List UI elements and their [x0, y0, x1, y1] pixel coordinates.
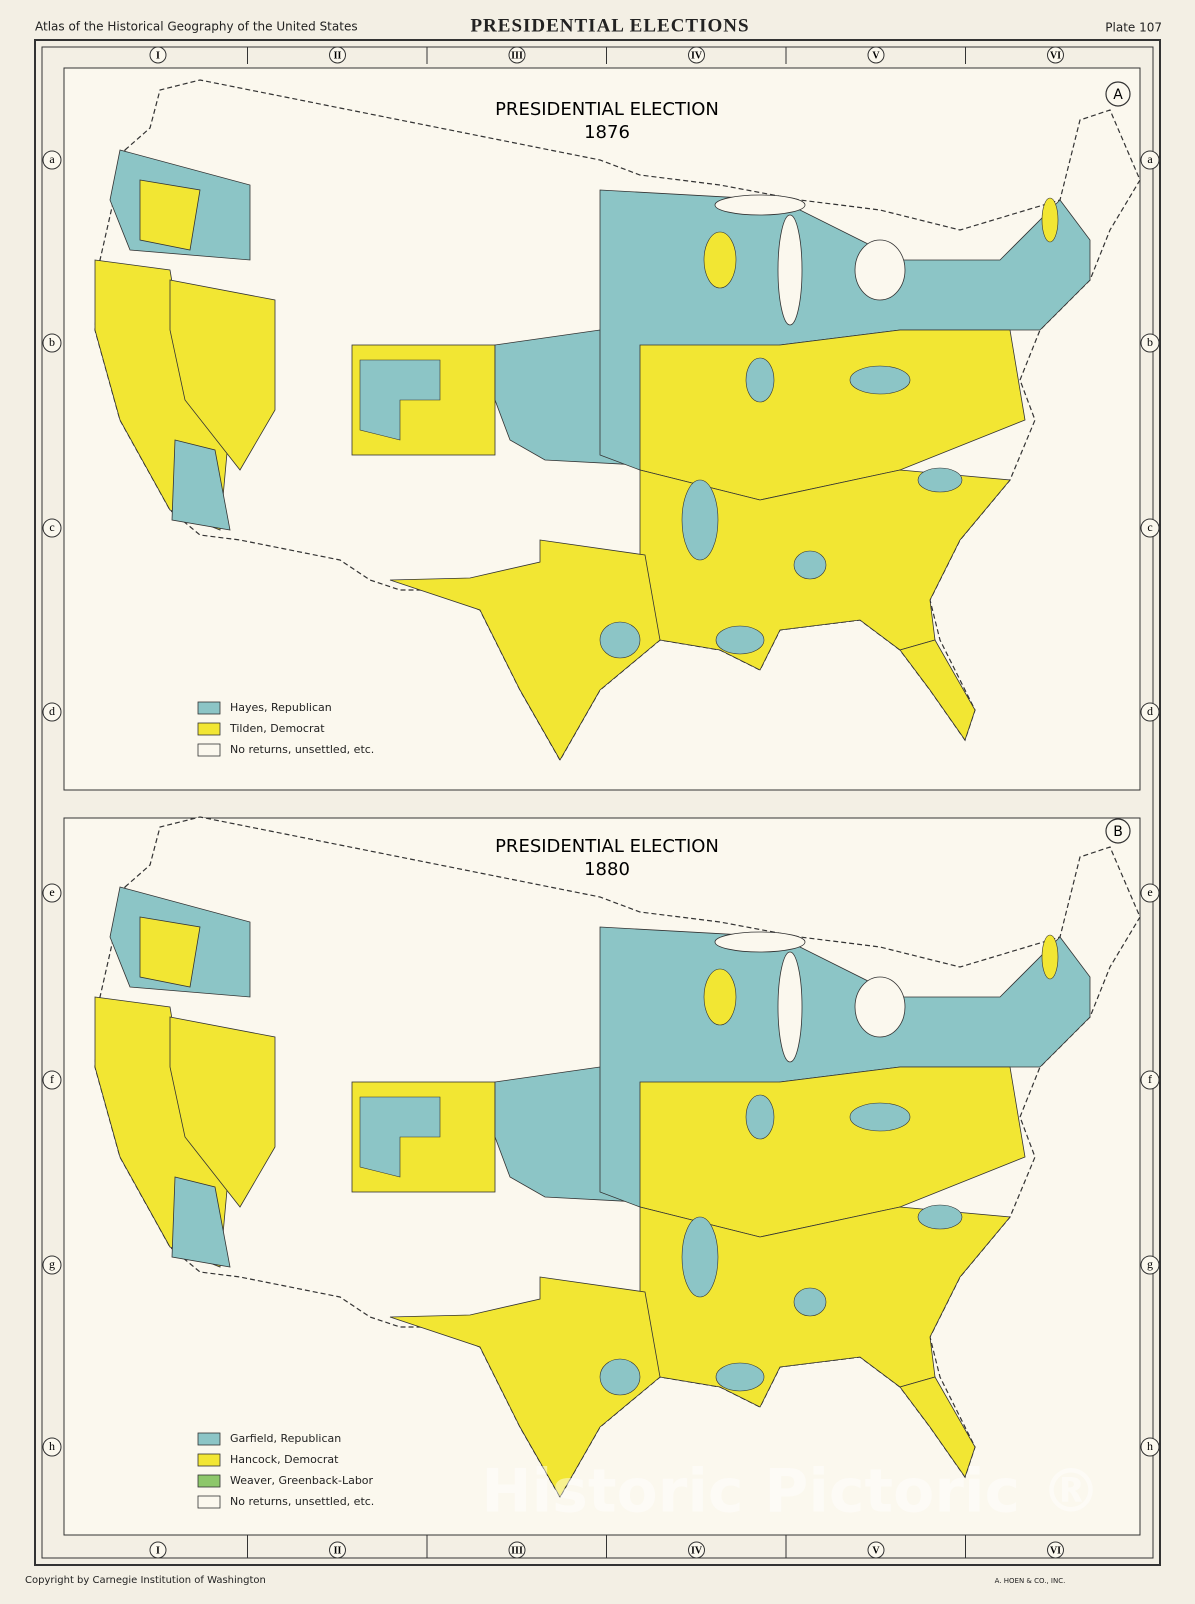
column-label: I [156, 50, 160, 61]
column-label: II [334, 50, 342, 61]
column-marker [149, 46, 167, 64]
column-label: V [872, 50, 880, 61]
row-label: h [49, 1439, 55, 1453]
row-marker [42, 1255, 62, 1275]
inner-frame [41, 46, 1154, 1559]
row-marker [1140, 1255, 1160, 1275]
row-marker [1140, 1437, 1160, 1457]
row-marker [1140, 702, 1160, 722]
row-marker [1140, 883, 1160, 903]
legend-label: Weaver, Greenback-Labor [230, 1474, 374, 1487]
column-marker [508, 1541, 526, 1559]
row-marker [42, 1070, 62, 1090]
column-label: IV [691, 50, 703, 61]
column-marker [1047, 1541, 1064, 1559]
outer-frame [34, 39, 1161, 1566]
row-marker [1140, 150, 1160, 170]
column-label: IV [691, 1545, 703, 1556]
panel-letter-ring [1105, 818, 1131, 844]
row-marker [1140, 518, 1160, 538]
row-label: a [49, 152, 55, 166]
legend-swatch [197, 722, 221, 736]
row-marker [1140, 333, 1160, 353]
row-label: c [1147, 520, 1152, 534]
column-marker [867, 1541, 885, 1559]
legend-label: Hayes, Republican [230, 701, 332, 714]
panel-year: 1876 [584, 122, 630, 143]
header-left: Atlas of the Historical Geography of the… [35, 20, 358, 34]
column-marker [1047, 46, 1064, 64]
row-label: h [1147, 1439, 1153, 1453]
row-marker [1140, 1070, 1160, 1090]
panel-letter-ring [1105, 81, 1131, 107]
legend-label: Tilden, Democrat [229, 722, 325, 735]
column-marker [149, 1541, 167, 1559]
column-label: VI [1050, 50, 1061, 61]
column-label: V [872, 1545, 880, 1556]
column-marker [508, 46, 526, 64]
row-marker [42, 1437, 62, 1457]
column-label: I [156, 1545, 160, 1556]
panel-letter: A [1113, 87, 1123, 103]
column-marker [329, 1541, 346, 1559]
row-label: f [1148, 1072, 1152, 1086]
row-label: f [50, 1072, 54, 1086]
printer: A. HOEN & CO., INC. [995, 1577, 1066, 1585]
row-label: g [1147, 1257, 1153, 1271]
row-marker [42, 150, 62, 170]
row-marker [42, 702, 62, 722]
legend-label: No returns, unsettled, etc. [230, 743, 374, 756]
row-marker [42, 883, 62, 903]
row-label: e [1147, 885, 1152, 899]
panel-year: 1880 [584, 859, 630, 880]
column-label: III [511, 50, 523, 61]
legend-swatch [197, 1453, 221, 1467]
row-marker [42, 333, 62, 353]
legend-swatch [197, 701, 221, 715]
legend-swatch [197, 743, 221, 757]
column-marker [688, 46, 705, 64]
legend-swatch [197, 1495, 221, 1509]
column-marker [867, 46, 885, 64]
panel-title: PRESIDENTIAL ELECTION [495, 99, 719, 120]
legend-label: Garfield, Republican [230, 1432, 341, 1445]
legend-label: No returns, unsettled, etc. [230, 1495, 374, 1508]
column-label: II [334, 1545, 342, 1556]
header-title: PRESIDENTIAL ELECTIONS [470, 15, 749, 36]
legend-label: Hancock, Democrat [230, 1453, 339, 1466]
row-label: e [49, 885, 54, 899]
row-label: c [49, 520, 54, 534]
column-marker [688, 1541, 705, 1559]
panel-letter: B [1113, 824, 1123, 840]
row-label: d [49, 704, 55, 718]
legend-swatch [197, 1474, 221, 1488]
column-label: VI [1050, 1545, 1061, 1556]
plate-number: Plate 107 [1105, 21, 1162, 35]
row-label: b [1147, 335, 1153, 349]
column-marker [329, 46, 346, 64]
row-label: d [1147, 704, 1153, 718]
watermark: Historic Pictoric ® [481, 1457, 1101, 1527]
panel-title: PRESIDENTIAL ELECTION [495, 836, 719, 857]
row-label: g [49, 1257, 55, 1271]
legend-swatch [197, 1432, 221, 1446]
row-label: b [49, 335, 55, 349]
row-marker [42, 518, 62, 538]
column-label: III [511, 1545, 523, 1556]
row-label: a [1147, 152, 1153, 166]
copyright: Copyright by Carnegie Institution of Was… [25, 1575, 266, 1586]
